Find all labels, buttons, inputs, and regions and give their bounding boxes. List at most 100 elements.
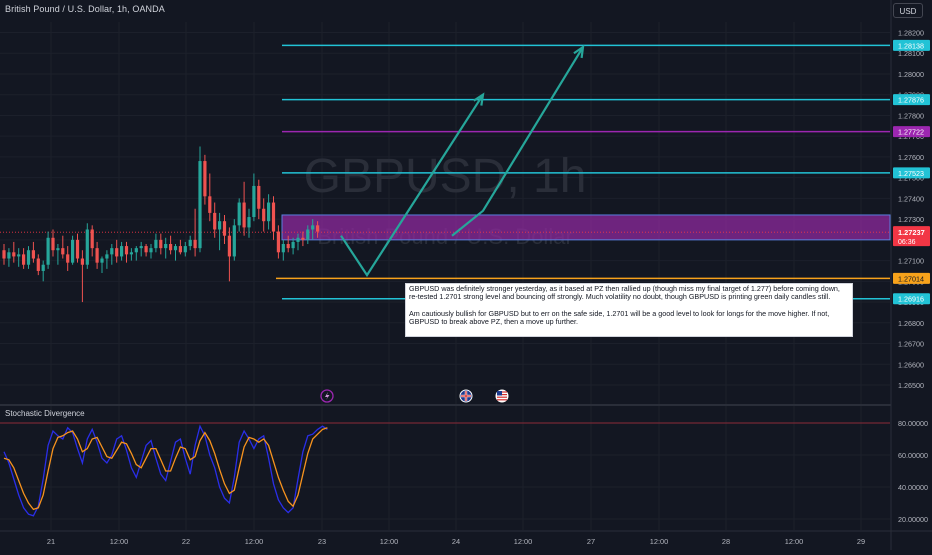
level-price-tag[interactable] bbox=[893, 293, 930, 305]
candle-body bbox=[100, 258, 104, 263]
grid bbox=[0, 22, 890, 530]
projection-arrow[interactable] bbox=[451, 46, 584, 237]
candle-body bbox=[183, 246, 187, 253]
candle-body bbox=[90, 229, 94, 249]
watermark-symbol: GBPUSD, 1h bbox=[304, 150, 587, 203]
candle-body bbox=[237, 202, 241, 226]
candle-body bbox=[85, 229, 89, 265]
candle-body bbox=[105, 254, 109, 259]
candle-body bbox=[80, 258, 84, 265]
indicator-title[interactable]: Stochastic Divergence bbox=[5, 409, 85, 418]
level-price-tag-label: 1.28138 bbox=[898, 41, 924, 50]
candle-body bbox=[164, 244, 168, 249]
candle-body bbox=[193, 239, 197, 249]
candle-body bbox=[257, 185, 261, 209]
candle-body bbox=[120, 246, 124, 257]
candle-body bbox=[139, 246, 143, 249]
price-zone-rect[interactable] bbox=[281, 214, 891, 241]
candle-body bbox=[232, 225, 236, 257]
candle-body bbox=[252, 185, 256, 218]
candle-body bbox=[12, 252, 16, 257]
symbol-title[interactable]: British Pound / U.S. Dollar, 1h, OANDA bbox=[5, 4, 165, 14]
price-tick-label: 1.27100 bbox=[898, 257, 924, 266]
candle-body bbox=[36, 258, 40, 271]
us-flag-icon[interactable] bbox=[495, 389, 509, 403]
time-tick-label: 21 bbox=[47, 537, 55, 546]
time-tick-label: 12:00 bbox=[514, 537, 533, 546]
candle-body bbox=[61, 248, 65, 255]
candles bbox=[2, 146, 320, 303]
candle-body bbox=[46, 237, 50, 265]
time-tick-label: 24 bbox=[452, 537, 460, 546]
candle-body bbox=[203, 161, 207, 197]
candle-body bbox=[71, 239, 75, 263]
arrow-head bbox=[573, 44, 585, 59]
current-price-tag[interactable] bbox=[893, 226, 930, 247]
candle-body bbox=[115, 248, 119, 257]
projection-arrow[interactable] bbox=[340, 94, 484, 278]
candle-body bbox=[218, 221, 222, 230]
lightning-glyph bbox=[325, 392, 330, 400]
price-tick-label: 1.28100 bbox=[898, 49, 924, 58]
candle-body bbox=[95, 248, 99, 263]
text-note[interactable]: GBPUSD was definitely stronger yesterday… bbox=[405, 283, 853, 337]
level-price-tag[interactable] bbox=[893, 39, 930, 51]
candle-body bbox=[262, 208, 266, 222]
candle-body bbox=[208, 196, 212, 213]
uk-flag-icon[interactable] bbox=[459, 389, 473, 403]
currency-button[interactable]: USD bbox=[893, 3, 923, 18]
stochastic-tick-label: 80.00000 bbox=[898, 419, 928, 428]
candle-body bbox=[129, 252, 133, 255]
projection-arrows[interactable] bbox=[340, 44, 585, 278]
stochastic-pane bbox=[0, 422, 890, 517]
time-tick-label: 12:00 bbox=[245, 537, 264, 546]
level-price-tag[interactable] bbox=[893, 272, 930, 284]
note-paragraph-1: GBPUSD was definitely stronger yesterday… bbox=[409, 284, 840, 302]
level-price-tag-label: 1.27523 bbox=[898, 169, 924, 178]
time-tick-label: 23 bbox=[318, 537, 326, 546]
price-tick-label: 1.28000 bbox=[898, 70, 924, 79]
candle-body bbox=[247, 217, 251, 228]
candle-body bbox=[222, 221, 227, 236]
time-axis[interactable]: 21 12:00 22 12:00 23 12:00 24 12:00 27 12:00 28 12:… bbox=[0, 530, 932, 546]
level-price-tag[interactable] bbox=[893, 126, 930, 138]
price-tick-label: 1.27800 bbox=[898, 111, 924, 120]
level-price-tag-label: 1.27722 bbox=[898, 128, 924, 137]
candle-body bbox=[276, 231, 280, 253]
candle-body bbox=[7, 252, 11, 259]
candle-body bbox=[281, 244, 285, 253]
price-tick-label: 1.28200 bbox=[898, 29, 924, 38]
price-tick-label: 1.26600 bbox=[898, 360, 924, 369]
price-tick-label: 1.27300 bbox=[898, 215, 924, 224]
time-tick-label: 12:00 bbox=[785, 537, 804, 546]
candle-body bbox=[188, 239, 192, 247]
price-axis[interactable]: 1.282001.281001.280001.279001.278001.277… bbox=[890, 0, 932, 550]
level-price-tag[interactable] bbox=[893, 94, 930, 106]
candle-body bbox=[213, 212, 217, 230]
candle-body bbox=[291, 241, 295, 249]
stochastic-d-line bbox=[3, 427, 328, 511]
level-price-tag-label: 1.27876 bbox=[898, 96, 924, 105]
event-markers[interactable] bbox=[320, 389, 509, 403]
price-tick-label: 1.27400 bbox=[898, 194, 924, 203]
current-price-label: 1.27237 bbox=[898, 228, 925, 237]
lightning-icon[interactable] bbox=[320, 389, 334, 403]
price-zone[interactable] bbox=[281, 214, 891, 241]
candle-body bbox=[306, 229, 310, 240]
countdown-label: 06:36 bbox=[898, 239, 916, 246]
us-flag-canton bbox=[497, 391, 502, 396]
candle-body bbox=[178, 246, 182, 253]
candle-body bbox=[149, 248, 153, 253]
level-price-tag[interactable] bbox=[893, 167, 930, 179]
level-price-tag-label: 1.27014 bbox=[898, 274, 924, 283]
stochastic-tick-label: 60.00000 bbox=[898, 451, 928, 460]
price-tick-label: 1.26700 bbox=[898, 340, 924, 349]
time-tick-label: 29 bbox=[857, 537, 865, 546]
time-tick-label: 28 bbox=[722, 537, 730, 546]
candle-body bbox=[242, 202, 246, 228]
candle-body bbox=[198, 161, 202, 249]
time-tick-label: 22 bbox=[182, 537, 190, 546]
candle-body bbox=[26, 250, 31, 265]
candle-body bbox=[66, 254, 70, 263]
